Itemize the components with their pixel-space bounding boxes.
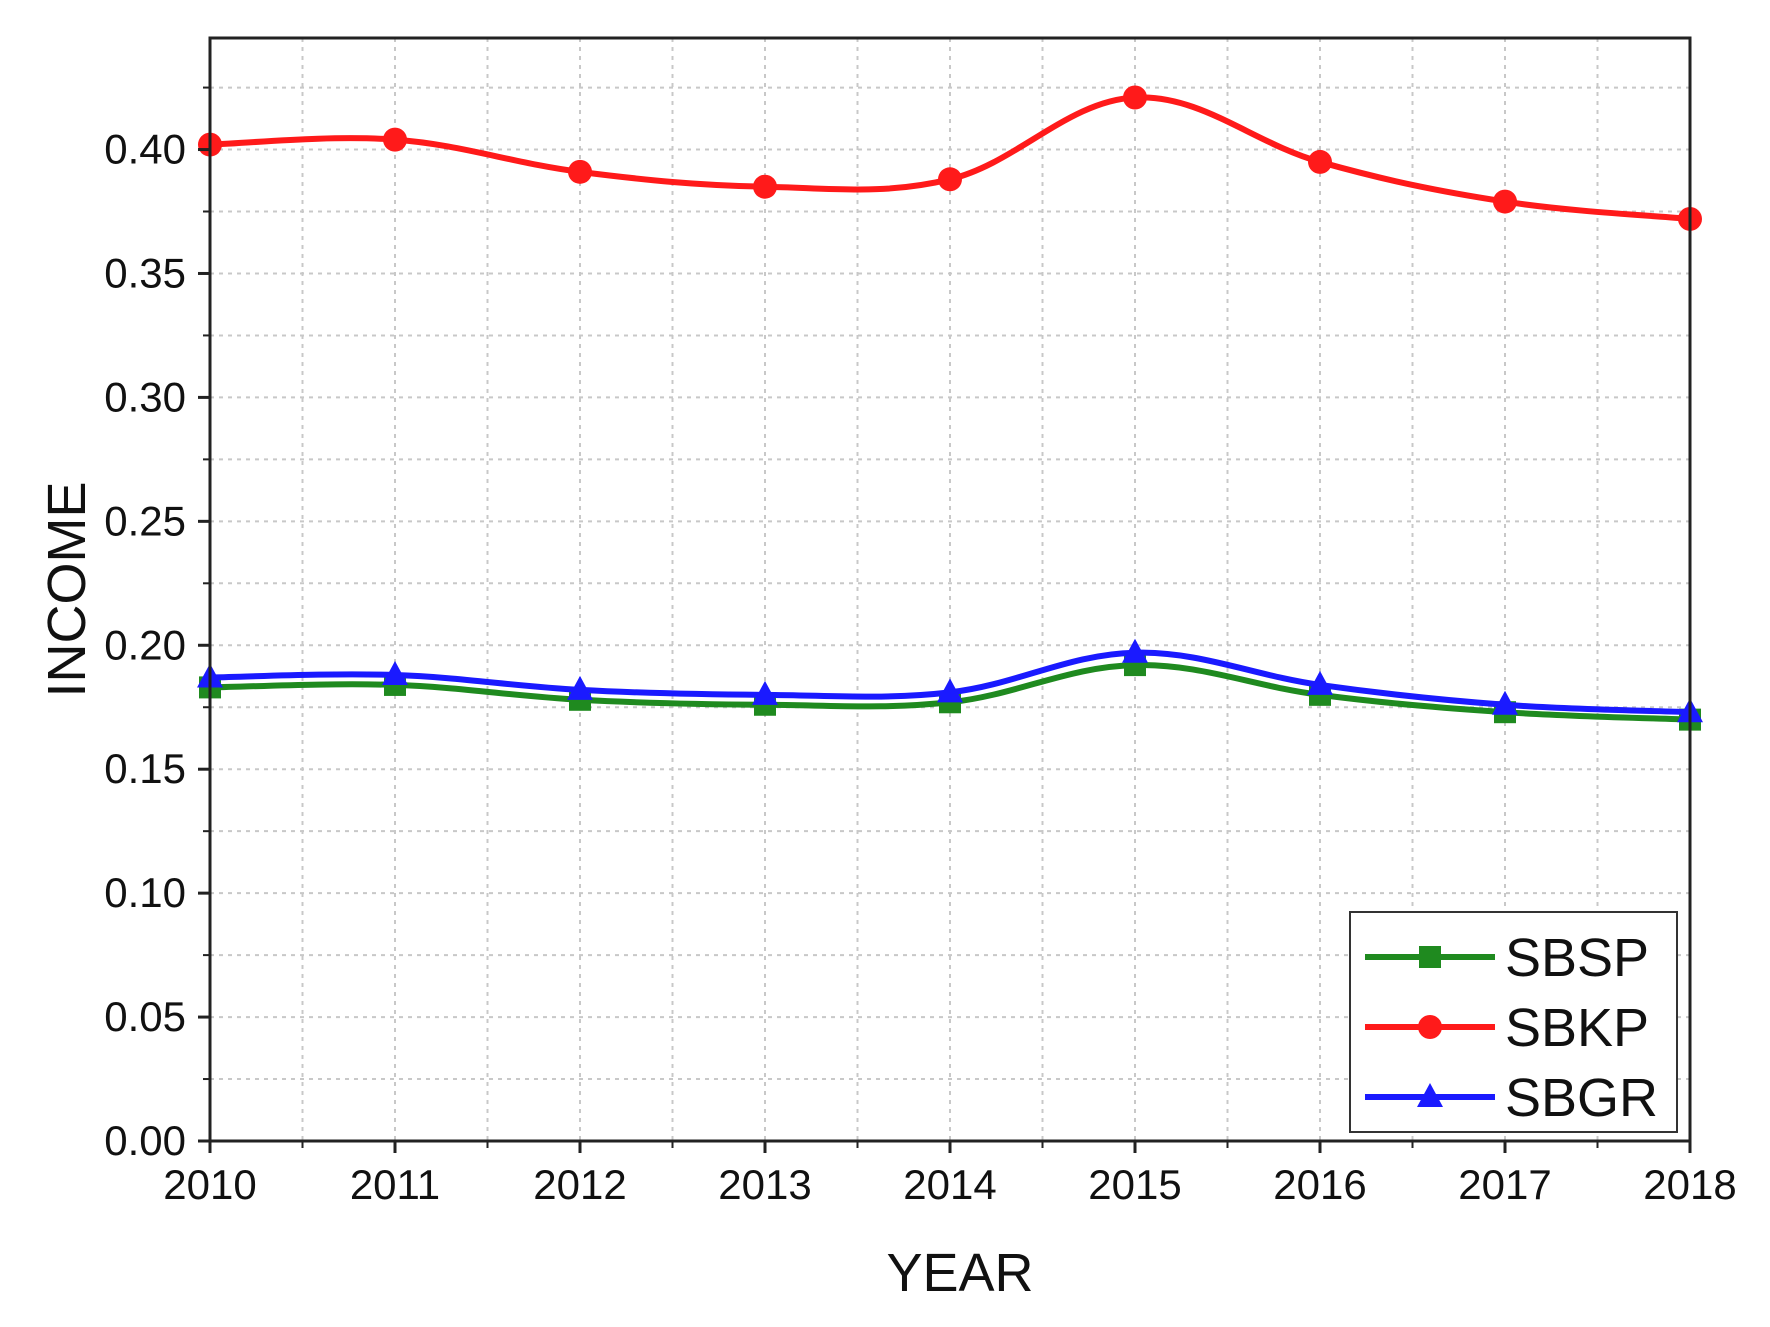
x-tick-label: 2017 bbox=[1458, 1161, 1551, 1208]
data-point-sbgr bbox=[567, 675, 593, 700]
series-layer bbox=[197, 85, 1703, 731]
x-tick-label: 2018 bbox=[1643, 1161, 1736, 1208]
data-point-sbgr bbox=[382, 661, 408, 686]
data-point-sbgr bbox=[937, 678, 963, 703]
legend: SBSP SBKP SBGR bbox=[1349, 911, 1678, 1133]
data-point-sbkp bbox=[568, 159, 592, 184]
data-point-sbkp bbox=[1123, 85, 1147, 110]
y-tick-label: 0.25 bbox=[104, 497, 186, 544]
x-tick-label: 2013 bbox=[718, 1161, 811, 1208]
legend-label-sbgr: SBGR bbox=[1505, 1068, 1658, 1128]
y-tick-label: 0.30 bbox=[104, 373, 186, 420]
data-point-sbgr bbox=[1307, 670, 1333, 695]
legend-label-sbsp: SBSP bbox=[1505, 928, 1649, 988]
legend-marker-sbgr bbox=[1417, 1083, 1443, 1107]
x-tick-label: 2014 bbox=[903, 1161, 996, 1208]
x-axis-title: YEAR bbox=[886, 1243, 1033, 1303]
legend-label-sbkp: SBKP bbox=[1505, 998, 1649, 1058]
data-point-sbkp bbox=[1308, 149, 1332, 174]
axes: 0.00 0.05 0.10 0.15 0.20 0.25 0.30 0.35 0.40 2010… bbox=[37, 36, 1737, 1303]
y-tick-label: 0.10 bbox=[104, 869, 186, 916]
y-axis-title: INCOME bbox=[37, 482, 97, 698]
series-sbkp bbox=[198, 85, 1702, 231]
data-point-sbkp bbox=[938, 167, 962, 192]
y-tick-label: 0.00 bbox=[104, 1117, 186, 1164]
data-point-sbgr bbox=[1122, 638, 1148, 663]
data-point-sbgr bbox=[1492, 690, 1518, 715]
data-point-sbkp bbox=[1493, 189, 1517, 214]
legend-entry-sbsp: SBSP bbox=[1365, 928, 1649, 988]
legend-marker-sbkp bbox=[1418, 1015, 1442, 1039]
legend-entry-sbgr: SBGR bbox=[1365, 1068, 1658, 1128]
data-point-sbgr bbox=[752, 680, 778, 705]
data-point-sbkp bbox=[383, 127, 407, 152]
grid bbox=[210, 38, 1690, 1141]
legend-marker-sbsp bbox=[1419, 946, 1441, 968]
legend-entry-sbkp: SBKP bbox=[1365, 998, 1649, 1058]
y-tick-label: 0.20 bbox=[104, 621, 186, 668]
x-tick-label: 2015 bbox=[1088, 1161, 1181, 1208]
x-tick-label: 2010 bbox=[163, 1161, 256, 1208]
y-tick-label: 0.40 bbox=[104, 126, 186, 173]
x-tick-label: 2012 bbox=[533, 1161, 626, 1208]
y-tick-label: 0.35 bbox=[104, 249, 186, 296]
x-tick-label: 2016 bbox=[1273, 1161, 1366, 1208]
y-tick-label: 0.15 bbox=[104, 745, 186, 792]
y-tick-label: 0.05 bbox=[104, 993, 186, 1040]
x-tick-label: 2011 bbox=[350, 1161, 440, 1208]
data-point-sbkp bbox=[753, 174, 777, 199]
